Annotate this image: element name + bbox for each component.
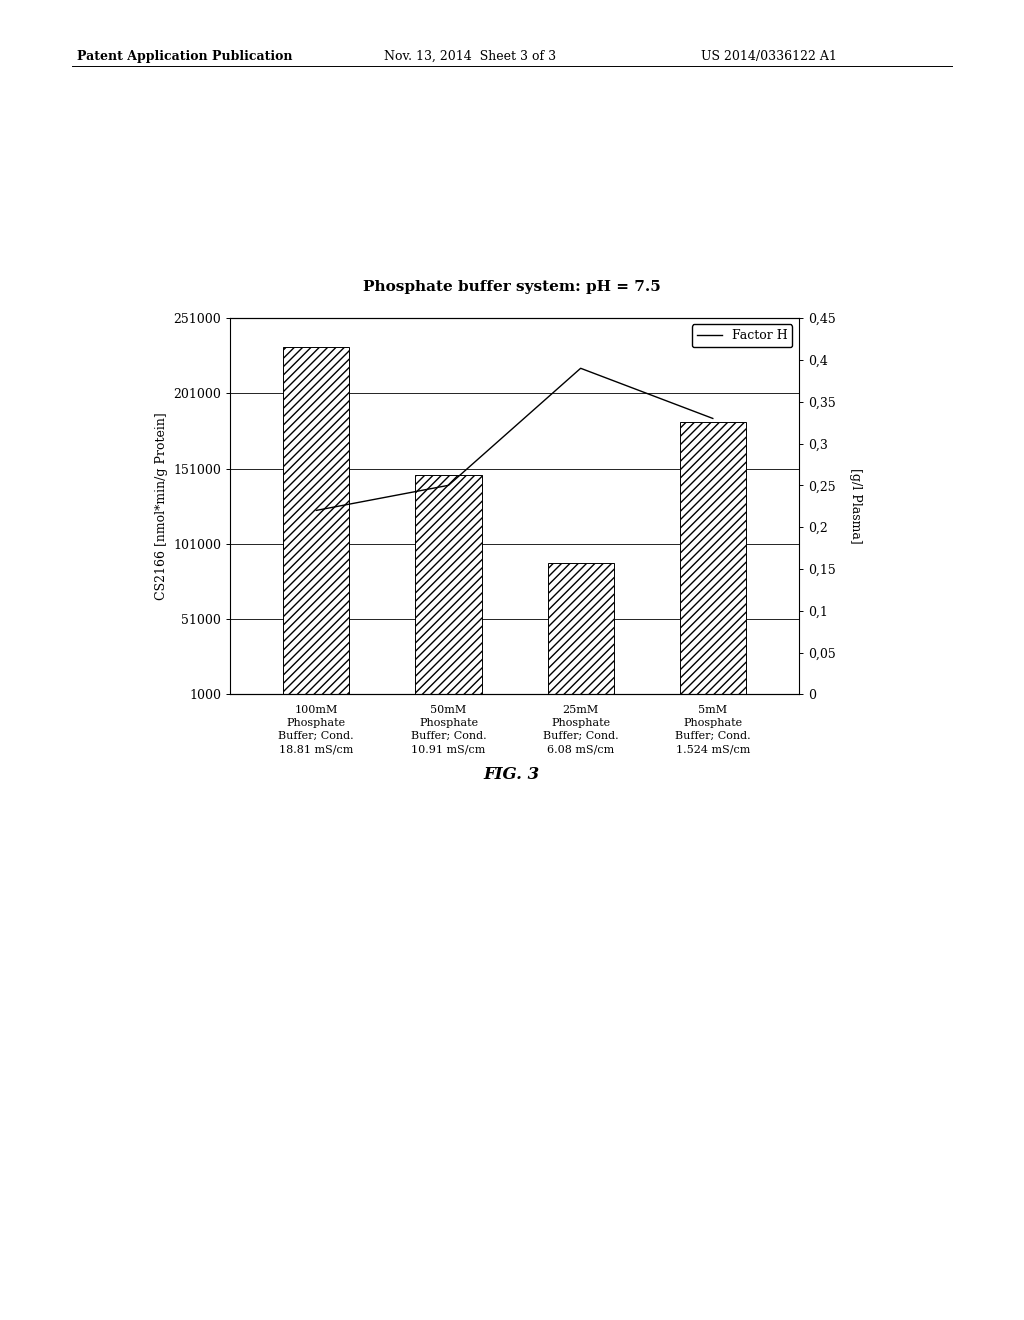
- Text: Nov. 13, 2014  Sheet 3 of 3: Nov. 13, 2014 Sheet 3 of 3: [384, 50, 556, 63]
- Bar: [416, 475, 481, 696]
- Text: US 2014/0336122 A1: US 2014/0336122 A1: [701, 50, 838, 63]
- Text: Phosphate buffer system: pH = 7.5: Phosphate buffer system: pH = 7.5: [364, 280, 660, 294]
- Y-axis label: [g/l Plasma]: [g/l Plasma]: [849, 469, 862, 544]
- Y-axis label: CS2166 [nmol*min/g Protein]: CS2166 [nmol*min/g Protein]: [155, 412, 168, 601]
- Text: FIG. 3: FIG. 3: [484, 766, 540, 783]
- Text: Patent Application Publication: Patent Application Publication: [77, 50, 292, 63]
- Bar: [284, 347, 349, 696]
- Bar: [680, 422, 745, 696]
- Bar: [548, 564, 613, 696]
- Legend: Factor H: Factor H: [692, 325, 793, 347]
